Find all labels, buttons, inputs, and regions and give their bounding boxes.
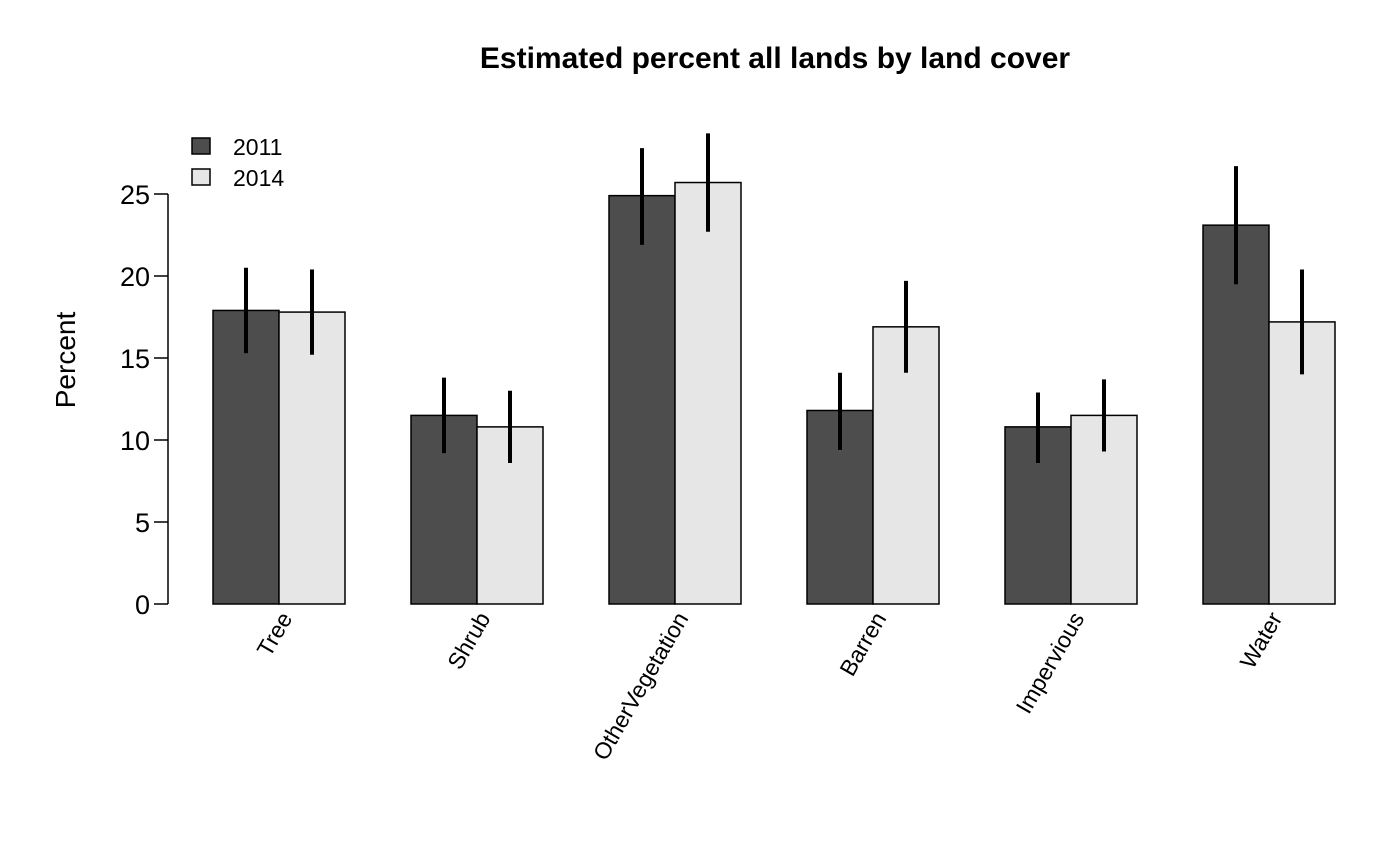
bar-2011-othervegetation [608, 194, 676, 605]
legend-swatch-2011 [191, 137, 211, 155]
x-tick-label-tree: Tree [252, 608, 298, 661]
error-bars [244, 133, 1304, 463]
y-tick-label: 0 [135, 590, 150, 620]
bar-2011-tree [212, 309, 280, 605]
legend-label-2011: 2011 [233, 134, 282, 160]
x-axis-labels: Tree Shrub OtherVegetation Barren Impervious… [252, 607, 1288, 764]
y-tick-label: 10 [120, 426, 150, 456]
y-tick-label: 25 [120, 180, 150, 210]
legend: 2011 2014 [191, 134, 284, 191]
bar-2014-othervegetation [674, 181, 742, 605]
bar-2014-tree [278, 311, 346, 605]
bars [212, 181, 1336, 605]
x-tick-label-water: Water [1235, 607, 1288, 673]
bar-2014-barren [872, 326, 940, 605]
legend-swatch-2014 [191, 168, 211, 186]
x-tick-label-impervious: Impervious [1011, 608, 1090, 718]
legend-label-2014: 2014 [233, 165, 284, 191]
y-tick-label: 20 [120, 262, 150, 292]
x-tick-label-othervegetation: OtherVegetation [588, 608, 694, 765]
y-tick-label: 5 [135, 508, 150, 538]
y-axis: 0 5 10 15 20 25 [120, 180, 169, 620]
y-axis-label: Percent [50, 312, 81, 409]
x-tick-label-barren: Barren [834, 608, 891, 681]
x-tick-label-shrub: Shrub [442, 608, 495, 674]
chart-title: Estimated percent all lands by land cove… [480, 42, 1071, 75]
bar-2014-water [1268, 321, 1336, 605]
y-tick-label: 15 [120, 344, 150, 374]
